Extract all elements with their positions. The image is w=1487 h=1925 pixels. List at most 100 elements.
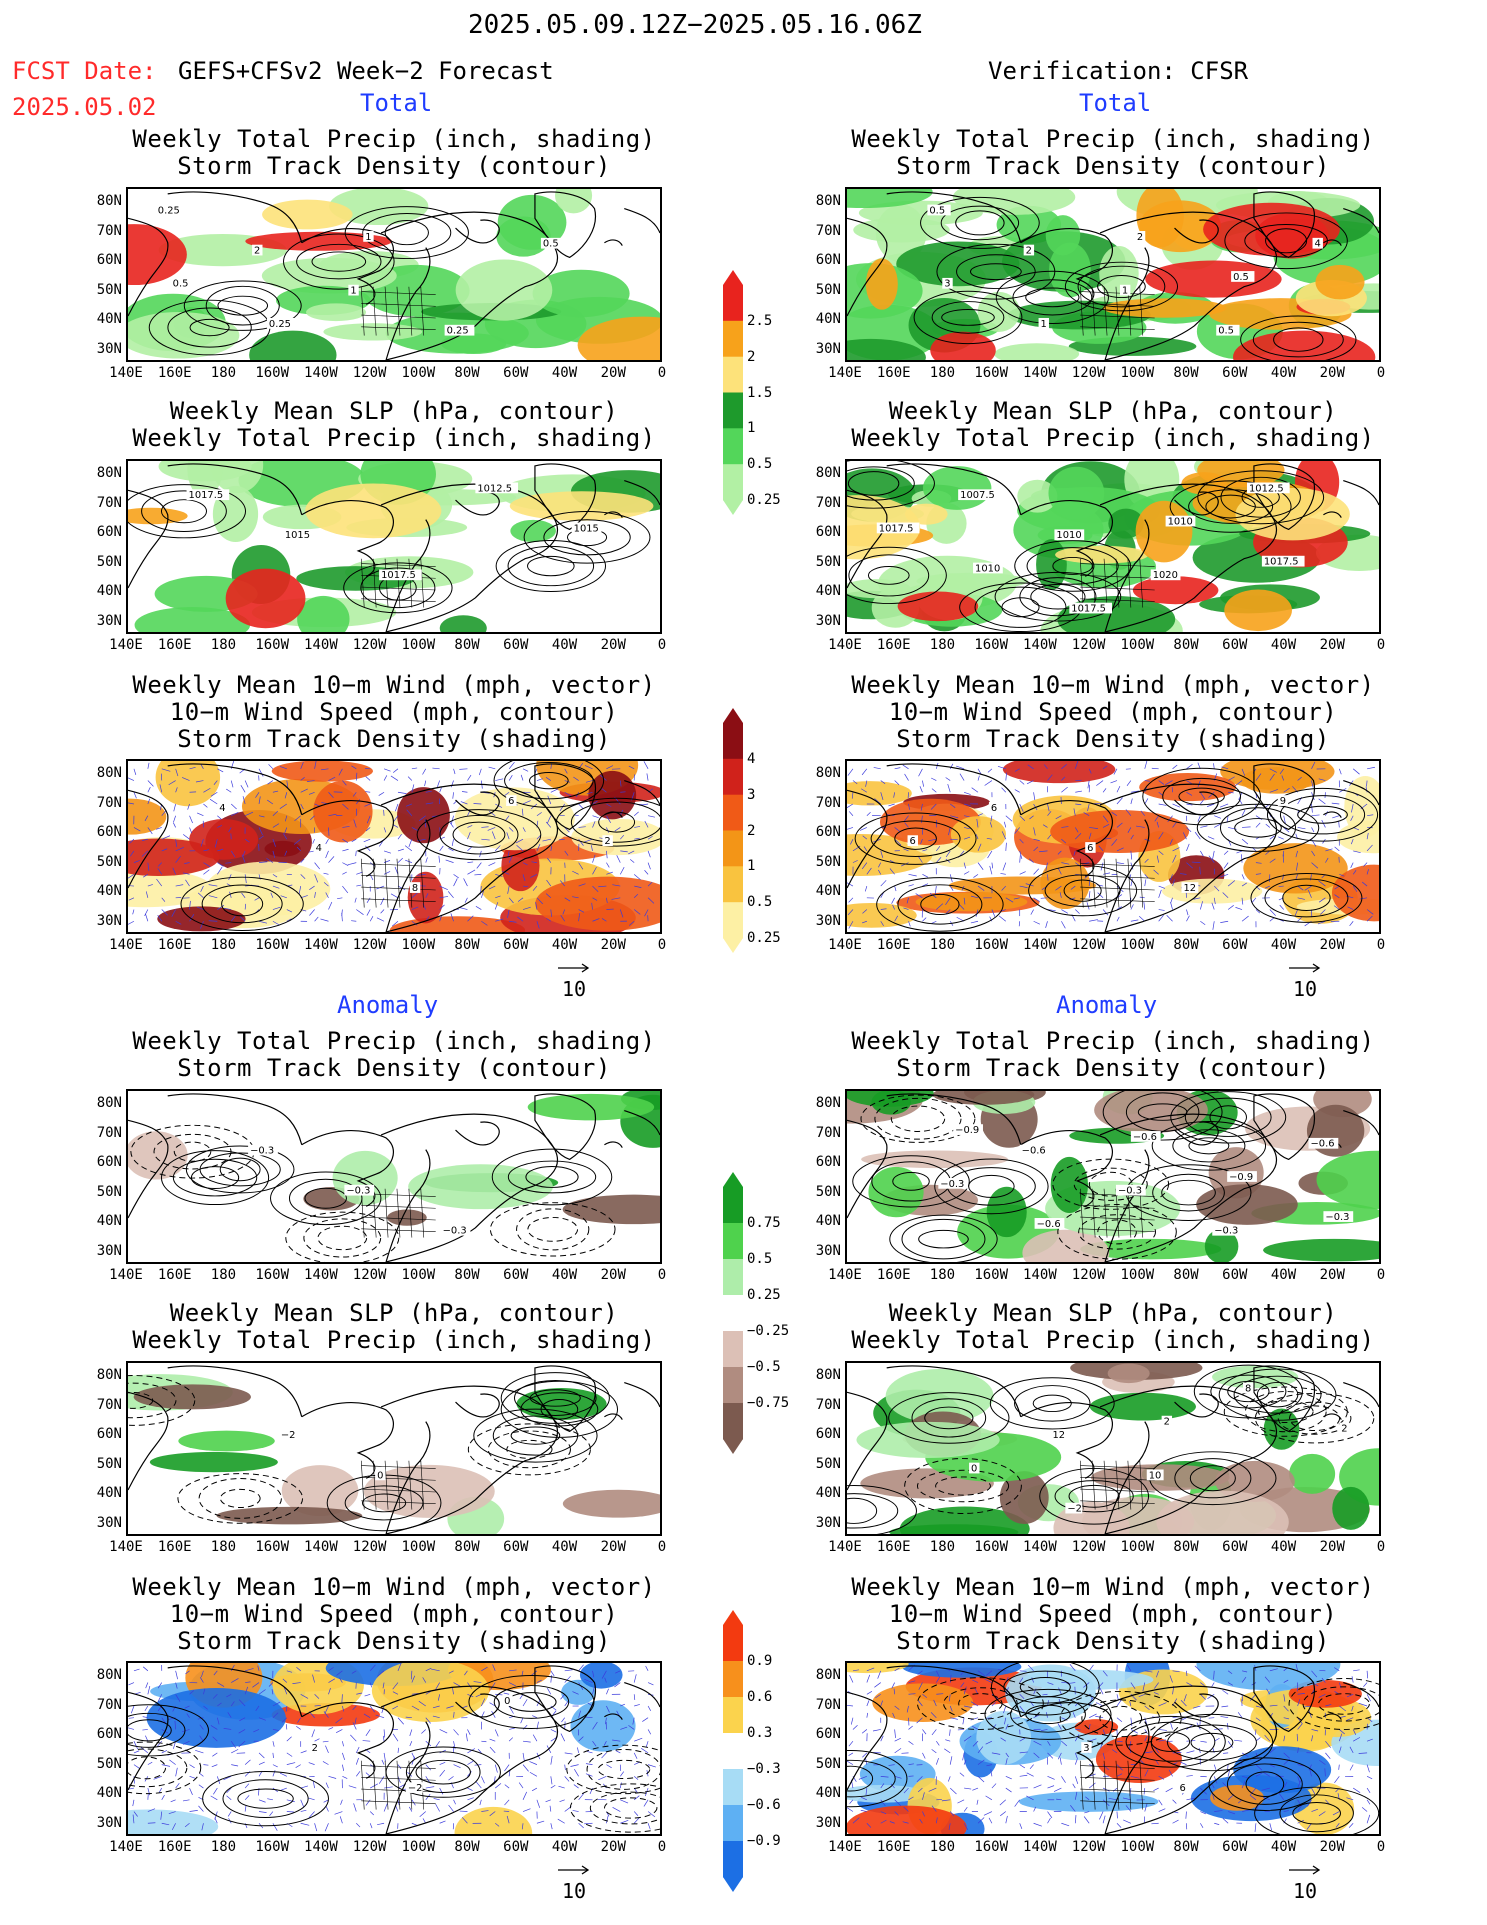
colorbar-swatch (723, 723, 743, 760)
contour-label: 0.25 (158, 205, 180, 216)
colorbar-label: 0.5 (747, 894, 773, 911)
contour-label: 1 (1041, 319, 1047, 330)
colorbar-swatch (723, 1841, 743, 1878)
lon-label: 160E (876, 1839, 911, 1855)
contour-label: 2 (1164, 1417, 1170, 1428)
fcst-date-label: FCST Date: (12, 57, 157, 85)
vector-reference-label: 10 (1292, 977, 1318, 1001)
contour-labels: −0.6 −0.3 −0.3 −0.6 −0.3 −0.6 −0.6 −0.9 −0.3 −0.9 (938, 1124, 1354, 1237)
lon-label: 180 (929, 1539, 956, 1555)
period-title: 2025.05.09.12Z−2025.05.16.06Z (468, 10, 922, 40)
forecast-row5-map: −2 0 (126, 1361, 662, 1536)
lon-label: 140W (304, 937, 338, 953)
lat-label: 30N (96, 912, 122, 929)
lon-label: 60W (503, 637, 529, 653)
lon-label: 40W (1270, 637, 1297, 653)
lon-label: 40W (551, 1839, 578, 1855)
lat-label: 70N (96, 1124, 122, 1141)
colorbar-anom_storm (723, 1610, 743, 1892)
lon-label: 120W (1071, 937, 1106, 953)
lon-label: 140W (304, 1539, 338, 1555)
lon-label: 0 (1376, 1267, 1386, 1283)
forecast-row4-title-line2: Storm Track Density (contour) (177, 1054, 611, 1082)
precip-anomaly-shading (856, 1363, 1379, 1534)
lat-label: 30N (96, 612, 122, 629)
contour-label: −0.3 (1118, 1186, 1142, 1197)
contour-labels: 0.5 2 1 0.5 4 3 1 2 0.5 (927, 204, 1323, 337)
contour-label: 0 (504, 1696, 510, 1707)
colorbar-label: 3 (747, 786, 756, 803)
lat-label: 40N (96, 1485, 122, 1501)
forecast-row2-title-line1: Weekly Mean SLP (hPa, contour) (169, 397, 619, 425)
lon-label: 100W (401, 1267, 436, 1283)
state-borders (360, 1460, 436, 1510)
lon-label: 20W (1319, 1839, 1345, 1855)
colorbar-min-triangle (723, 1877, 743, 1892)
contour-label: 4 (1314, 239, 1320, 250)
lon-label: 60W (1222, 1267, 1248, 1283)
verification-row4-title-line1: Weekly Total Precip (inch, shading) (851, 1027, 1375, 1055)
contour-label: −2 (1067, 1504, 1082, 1515)
lat-label: 50N (96, 853, 122, 870)
lat-label: 60N (815, 1426, 841, 1442)
state-borders (1079, 1760, 1155, 1810)
contour-lines (160, 1145, 613, 1226)
lat-label: 70N (96, 1696, 122, 1713)
lat-label: 30N (96, 1242, 122, 1259)
lon-label: 100W (401, 637, 436, 653)
lon-label: 20W (600, 365, 626, 381)
lon-label: 40W (551, 1267, 578, 1283)
lon-label: 160E (157, 365, 192, 381)
contour-label: −0.9 (1229, 1172, 1253, 1183)
contour-labels: 2 −2 0 (309, 1695, 513, 1794)
verification-row2-title-line2: Weekly Total Precip (inch, shading) (851, 424, 1375, 452)
colorbar-label: 2.5 (747, 312, 773, 329)
lon-label: 160W (974, 1839, 1009, 1855)
lon-label: 60W (503, 1839, 529, 1855)
verification-row1-title-line2: Storm Track Density (contour) (896, 152, 1330, 180)
lon-label: 160W (974, 365, 1009, 381)
lat-label: 60N (815, 1154, 841, 1170)
coastline (128, 191, 660, 360)
lon-label: 120W (352, 365, 387, 381)
lon-label: 160E (876, 1539, 911, 1555)
lon-label: 140E (109, 1839, 143, 1855)
lon-label: 140W (1023, 1539, 1057, 1555)
lon-label: 60W (1222, 1539, 1248, 1555)
lon-label: 120W (352, 1267, 387, 1283)
contour-lines (128, 484, 651, 614)
lat-label: 40N (815, 1485, 841, 1501)
verification-row5-title-line2: Weekly Total Precip (inch, shading) (851, 1326, 1375, 1354)
lat-label: 30N (815, 340, 841, 357)
forecast-row5-title-line2: Weekly Total Precip (inch, shading) (132, 1326, 656, 1354)
lon-label: 0 (657, 1839, 667, 1855)
contour-label: 6 (1087, 843, 1093, 854)
lat-label: 50N (96, 1455, 122, 1472)
lon-label: 40W (1270, 1539, 1297, 1555)
lat-label: 80N (815, 193, 841, 209)
contour-labels: 4 4 8 6 2 (217, 795, 613, 894)
lon-label: 0 (657, 365, 667, 381)
lat-label: 70N (96, 222, 122, 239)
colorbar-swatch (723, 1697, 743, 1734)
lat-label: 80N (96, 1095, 122, 1111)
lon-label: 180 (929, 1267, 956, 1283)
section-total-left: Total (360, 89, 433, 117)
lon-label: 180 (210, 365, 237, 381)
lon-label: 140E (109, 937, 143, 953)
contour-labels: −0.3 −0.3 −0.3 (248, 1144, 471, 1237)
lon-label: 0 (657, 1539, 667, 1555)
lat-label: 40N (96, 583, 122, 599)
vector-reference: 10 (554, 1857, 594, 1903)
lon-label: 20W (1319, 365, 1345, 381)
vector-reference: 10 (1285, 1857, 1325, 1903)
colorbar-swatch (723, 392, 743, 429)
colorbar-anom_precip (723, 1172, 743, 1454)
forecast-row3-title-line3: Storm Track Density (shading) (177, 725, 611, 753)
colorbar-min-triangle (723, 938, 743, 953)
contour-label: 4 (219, 803, 225, 814)
lon-label: 80W (1173, 937, 1199, 953)
lat-label: 30N (96, 1514, 122, 1531)
contour-label: 1007.5 (960, 490, 995, 501)
lon-label: 60W (1222, 937, 1248, 953)
